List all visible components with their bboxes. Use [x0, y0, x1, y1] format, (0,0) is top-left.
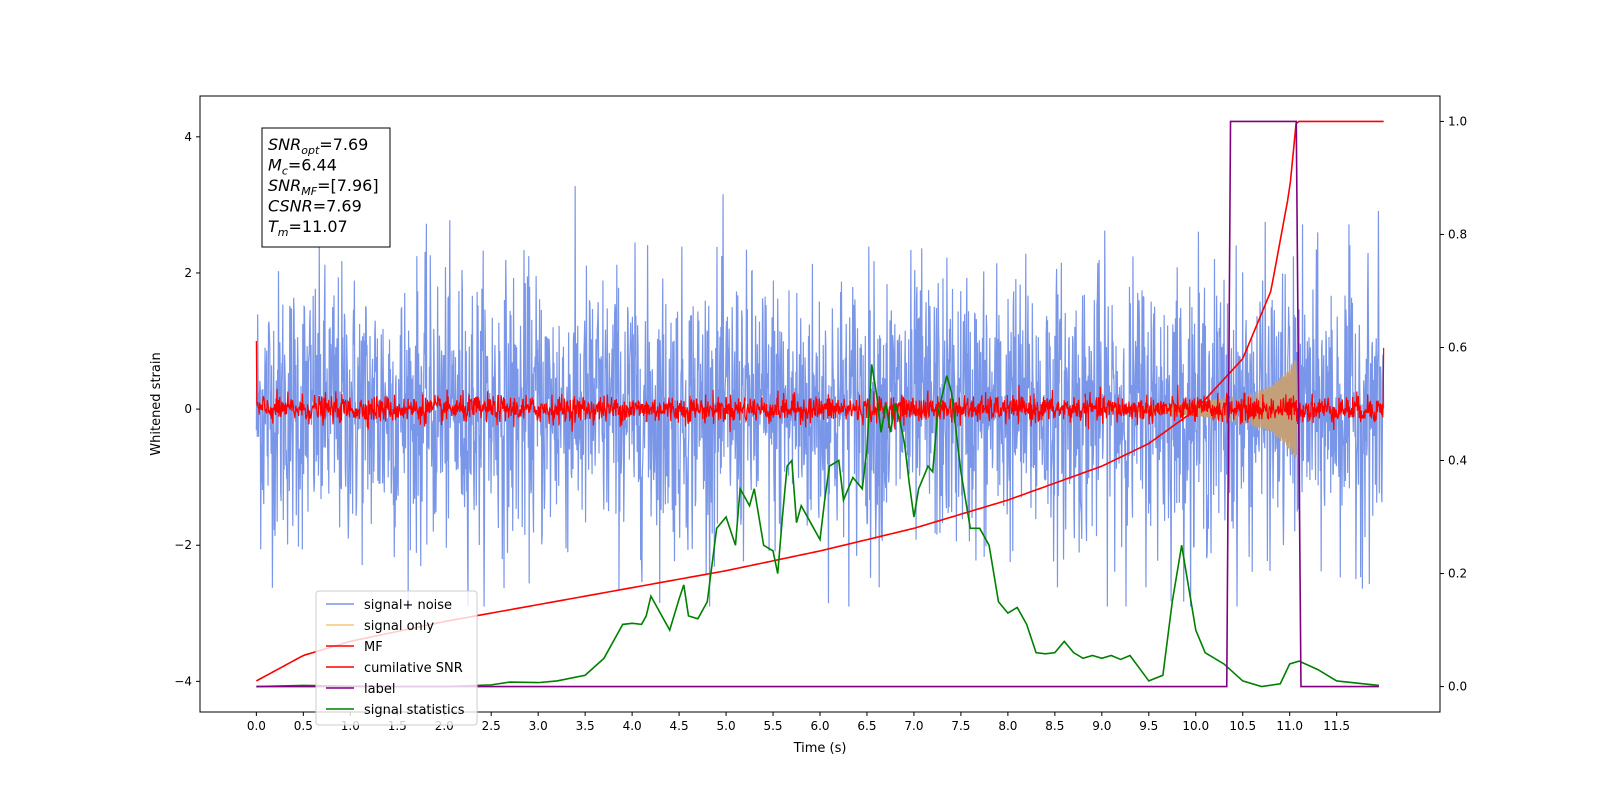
annotation-variable: SNR: [268, 176, 301, 195]
y-tick-label: −4: [174, 674, 192, 688]
x-tick-label: 8.0: [998, 719, 1017, 733]
legend-label: MF: [364, 640, 383, 655]
x-tick-label: 10.5: [1229, 719, 1256, 733]
y-tick-label: 4: [184, 130, 192, 144]
y2-tick-label: 0.6: [1448, 340, 1467, 354]
x-tick-label: 11.0: [1276, 719, 1303, 733]
series-signal-statistics-line: [256, 364, 1380, 688]
x-tick-label: 4.5: [670, 719, 689, 733]
x-tick-label: 9.5: [1139, 719, 1158, 733]
y2-tick-label: 0.2: [1448, 567, 1467, 581]
x-tick-label: 0.5: [294, 719, 313, 733]
y2-tick-label: 0.4: [1448, 454, 1467, 468]
x-tick-label: 9.0: [1092, 719, 1111, 733]
x-tick-label: 4.0: [623, 719, 642, 733]
y-axis-left: −4 −2 0 2 4: [174, 130, 200, 688]
x-axis-label: Time (s): [793, 741, 847, 756]
y2-tick-label: 0.0: [1448, 680, 1467, 694]
x-tick-label: 3.5: [576, 719, 595, 733]
annotation-variable: CSNR: [268, 197, 313, 216]
legend-label: signal statistics: [364, 703, 465, 718]
annotation-line: Mc=6.44: [268, 156, 337, 178]
annotation-subscript: MF: [301, 185, 317, 198]
series-signal-noise-line: [255, 186, 1385, 607]
annotation-value: =7.69: [313, 197, 362, 216]
y2-tick-label: 1.0: [1448, 114, 1467, 128]
y-axis-right: 0.0 0.2 0.4 0.6 0.8 1.0: [1440, 114, 1467, 694]
annotation-variable: M: [268, 156, 282, 175]
annotation-line: Tm=11.07: [268, 217, 348, 239]
annotation-line: CSNR=7.69: [268, 197, 362, 216]
y2-tick-label: 0.8: [1448, 227, 1467, 241]
legend-label: label: [364, 682, 395, 697]
legend-label: cumilative SNR: [364, 661, 463, 676]
annotation-frame: [261, 127, 391, 248]
x-tick-label: 10.0: [1182, 719, 1209, 733]
x-tick-label: 3.0: [529, 719, 548, 733]
annotation-subscript: c: [282, 165, 288, 178]
x-tick-label: 6.0: [810, 719, 829, 733]
x-tick-label: 7.5: [951, 719, 970, 733]
series-label-line: [256, 120, 1379, 688]
series-mf-line: [255, 341, 1385, 433]
annotation-value: =[7.96]: [317, 176, 379, 195]
x-tick-label: 11.5: [1323, 719, 1350, 733]
x-tick-label: 0.0: [247, 719, 266, 733]
annotation-variable: T: [268, 217, 279, 236]
annotation-subscript: m: [278, 226, 289, 239]
y-tick-label: 2: [184, 266, 192, 280]
x-tick-label: 2.5: [482, 719, 501, 733]
annotation-box: SNRopt=7.69Mc=6.44SNRMF=[7.96]CSNR=7.69T…: [261, 127, 391, 248]
annotation-value: =11.07: [289, 217, 348, 236]
legend-label: signal+ noise: [364, 598, 452, 613]
annotation-line: SNRopt=7.69: [268, 135, 368, 157]
x-tick-label: 5.0: [717, 719, 736, 733]
annotation-value: =6.44: [288, 156, 337, 175]
annotation-subscript: opt: [301, 144, 320, 157]
x-tick-label: 7.0: [904, 719, 923, 733]
annotation-value: =7.69: [319, 135, 368, 154]
x-tick-label: 8.5: [1045, 719, 1064, 733]
y-tick-label: −2: [174, 538, 192, 552]
x-tick-label: 5.5: [763, 719, 782, 733]
annotation-variable: SNR: [268, 135, 301, 154]
legend-label: signal only: [364, 619, 434, 634]
annotation-line: SNRMF=[7.96]: [268, 176, 379, 198]
y-tick-label: 0: [184, 402, 192, 416]
x-tick-label: 6.5: [857, 719, 876, 733]
legend: signal+ noise signal only MF cumilative SNR…: [315, 590, 478, 726]
y-axis-label: Whitened strain: [149, 352, 164, 455]
legend-frame: [315, 590, 478, 726]
